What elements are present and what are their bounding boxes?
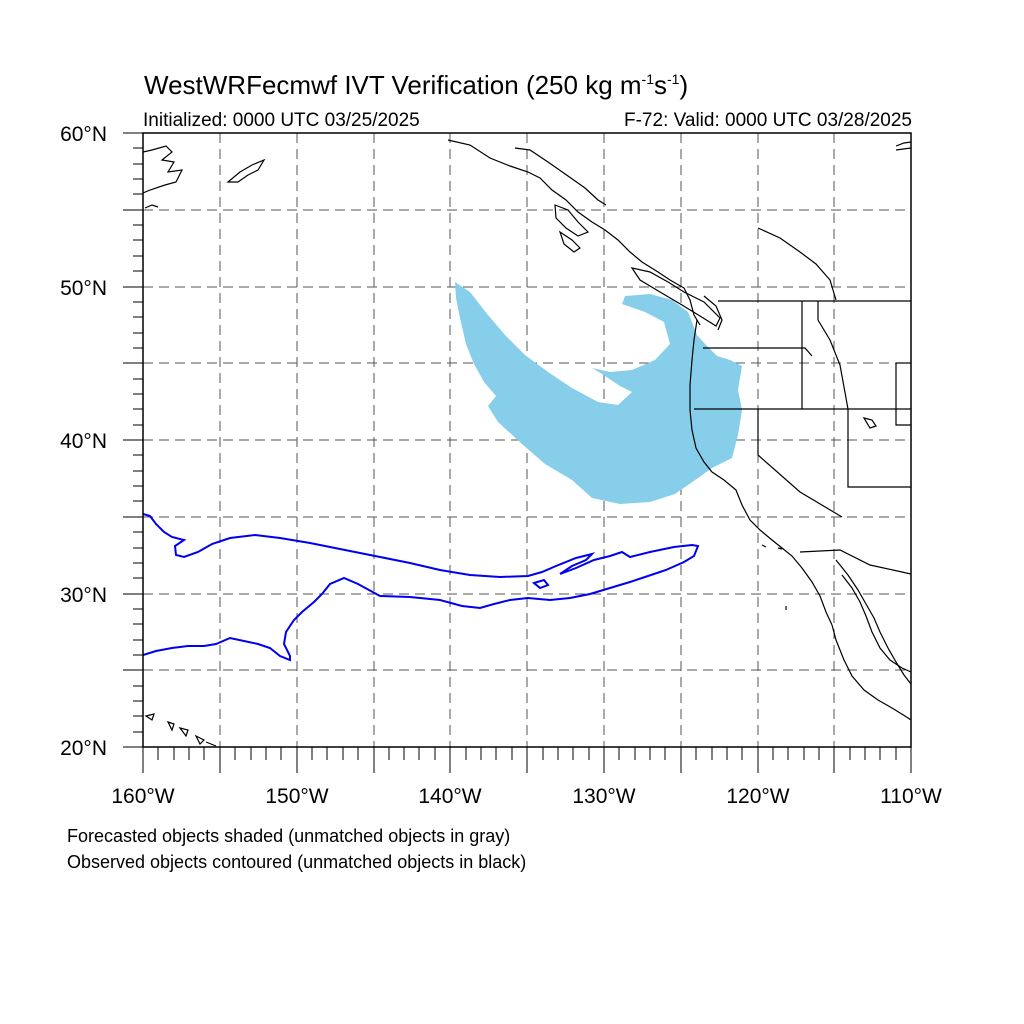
title-model: WestWRFecmwf [144,70,338,100]
title-close: ) [679,70,689,100]
lon-label-110w: 110°W [880,785,942,808]
lat-label-50n: 50°N [60,277,107,300]
legend-forecast-note: Forecasted objects shaded (unmatched obj… [67,826,511,846]
coastlines [143,139,911,747]
observed-object-island [531,578,550,590]
initialized-time: Initialized: 0000 UTC 03/25/2025 [143,110,420,131]
lat-label-30n: 30°N [60,584,107,607]
lon-label-130w: 130°W [572,785,636,808]
lat-label-60n: 60°N [60,123,107,146]
title-threshold: (250 kg m [525,70,642,100]
axis-ticks [123,132,912,773]
lon-label-160w: 160°W [111,785,175,808]
legend-observed-note: Observed objects contoured (unmatched ob… [67,852,527,872]
title-product: IVT Verification [344,70,519,100]
lon-label-120w: 120°W [726,785,790,808]
forecast-object [455,282,742,504]
lon-label-150w: 150°W [265,785,329,808]
title-exponent-2: -1 [667,71,680,87]
valid-time: F-72: Valid: 0000 UTC 03/28/2025 [624,110,912,131]
lat-label-20n: 20°N [60,737,107,760]
title-unit-s: s [654,70,667,100]
map-title: WestWRFecmwf IVT Verification (250 kg m-… [144,70,688,101]
observed-object-contour [143,513,700,662]
lat-label-40n: 40°N [60,430,107,453]
title-exponent-1: -1 [641,71,654,87]
lon-label-140w: 140°W [418,785,482,808]
